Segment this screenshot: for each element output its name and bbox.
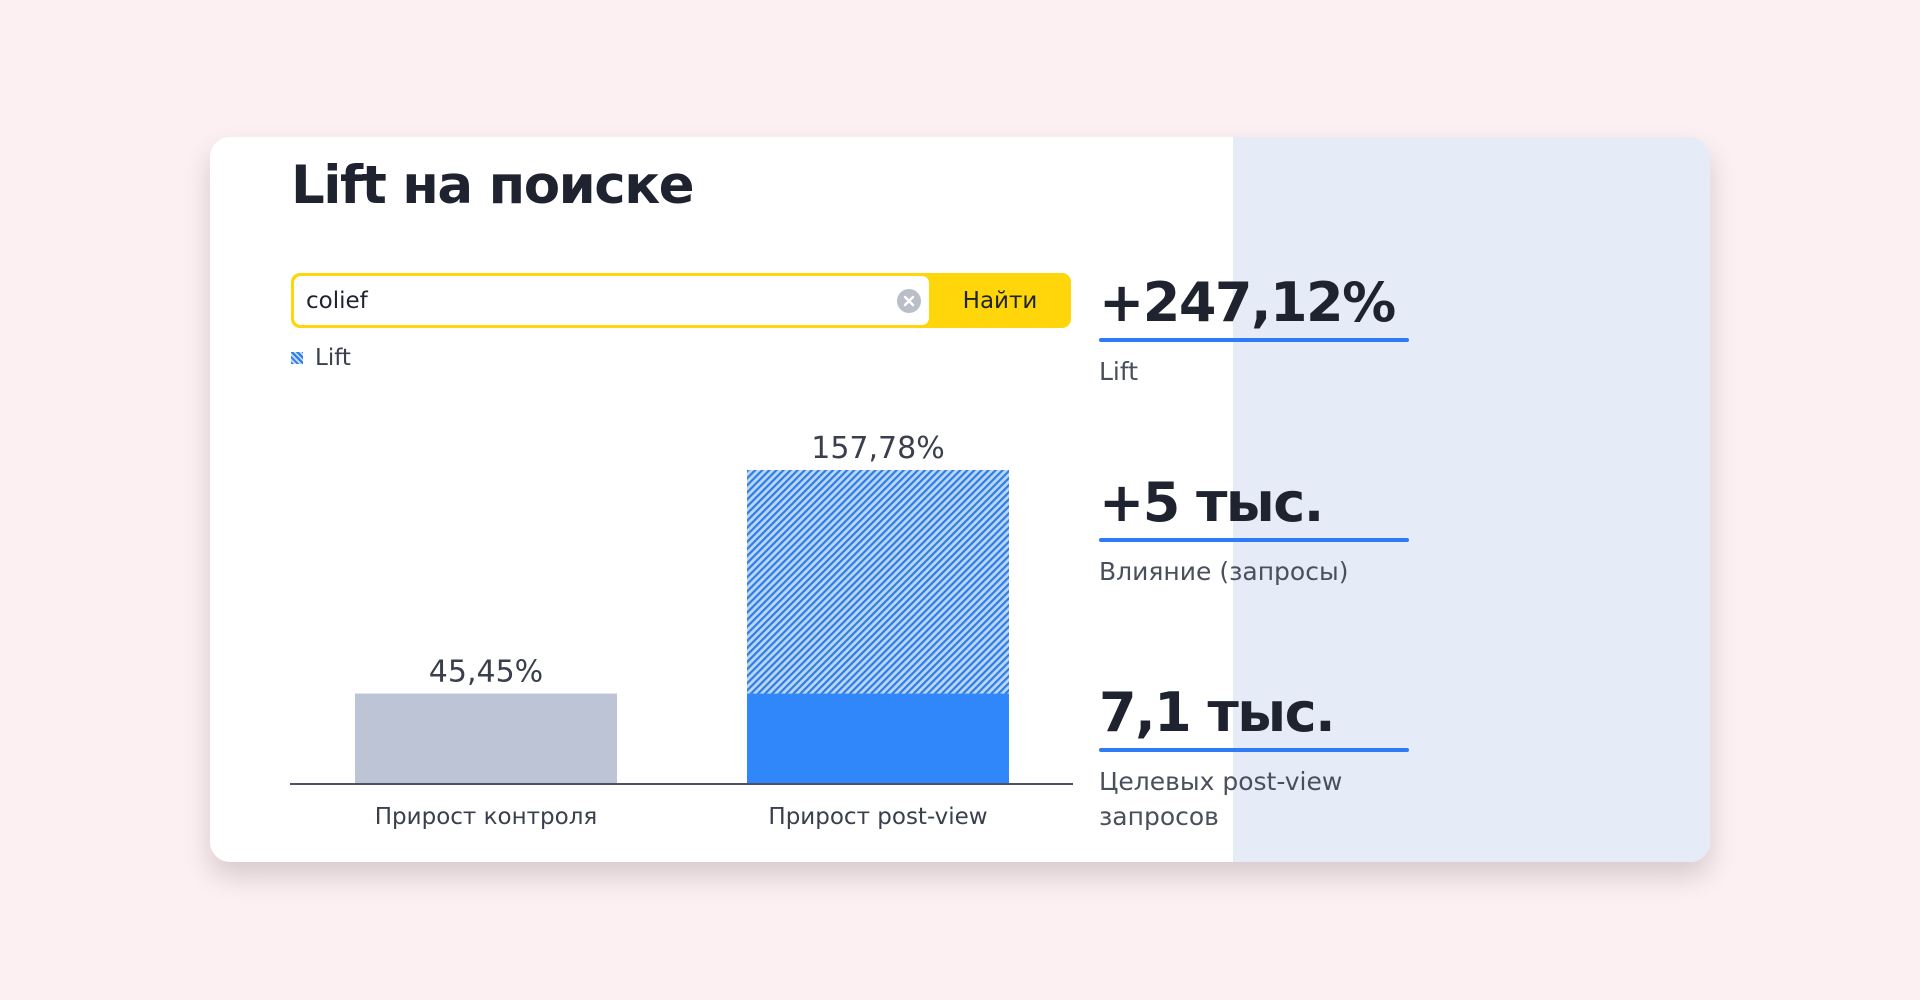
- data-label-1: 157,78%: [811, 431, 944, 466]
- stat-target-label: Целевых post-view запросов: [1099, 767, 1343, 831]
- bar-lift-1: [747, 470, 1009, 694]
- search-button[interactable]: Найти: [962, 287, 1038, 314]
- stat-lift-label: Lift: [1099, 357, 1139, 386]
- search-input[interactable]: [306, 276, 876, 325]
- legend-label: Lift: [315, 345, 351, 371]
- stat-target-value: 7,1 тыс.: [1099, 681, 1336, 744]
- stats-panel: [1233, 137, 1710, 862]
- stat-lift-underline: [1099, 338, 1409, 342]
- stat-impact-label: Влияние (запросы): [1099, 557, 1349, 586]
- page-title: Lift на поиске: [291, 155, 695, 216]
- stat-impact: +5 тыс. Влияние (запросы): [1099, 472, 1409, 589]
- category-label-0: Прирост контроля: [375, 804, 597, 830]
- category-label-1: Прирост post-view: [768, 804, 987, 830]
- search-bar: Найти: [291, 273, 1071, 328]
- chart-legend: Lift: [291, 345, 351, 371]
- data-label-0: 45,45%: [429, 655, 543, 690]
- bar-base-0: [355, 693, 617, 784]
- bar-base-1: [747, 693, 1009, 784]
- lift-card: Lift на поиске Найти Lift 45,45% Прирост …: [210, 137, 1710, 862]
- legend-hatch-swatch: [291, 352, 303, 364]
- stat-lift: +247,12% Lift: [1099, 272, 1409, 389]
- bar-chart: 45,45% Прирост контроля 157,78% Прирост pos…: [290, 431, 1073, 830]
- stat-impact-value: +5 тыс.: [1099, 471, 1324, 534]
- clear-icon[interactable]: [897, 289, 921, 313]
- stat-lift-value: +247,12%: [1099, 271, 1396, 334]
- stat-target-underline: [1099, 748, 1409, 752]
- stat-target: 7,1 тыс. Целевых post-view запросов: [1099, 682, 1409, 834]
- stat-impact-underline: [1099, 538, 1409, 542]
- search-field: [294, 276, 929, 325]
